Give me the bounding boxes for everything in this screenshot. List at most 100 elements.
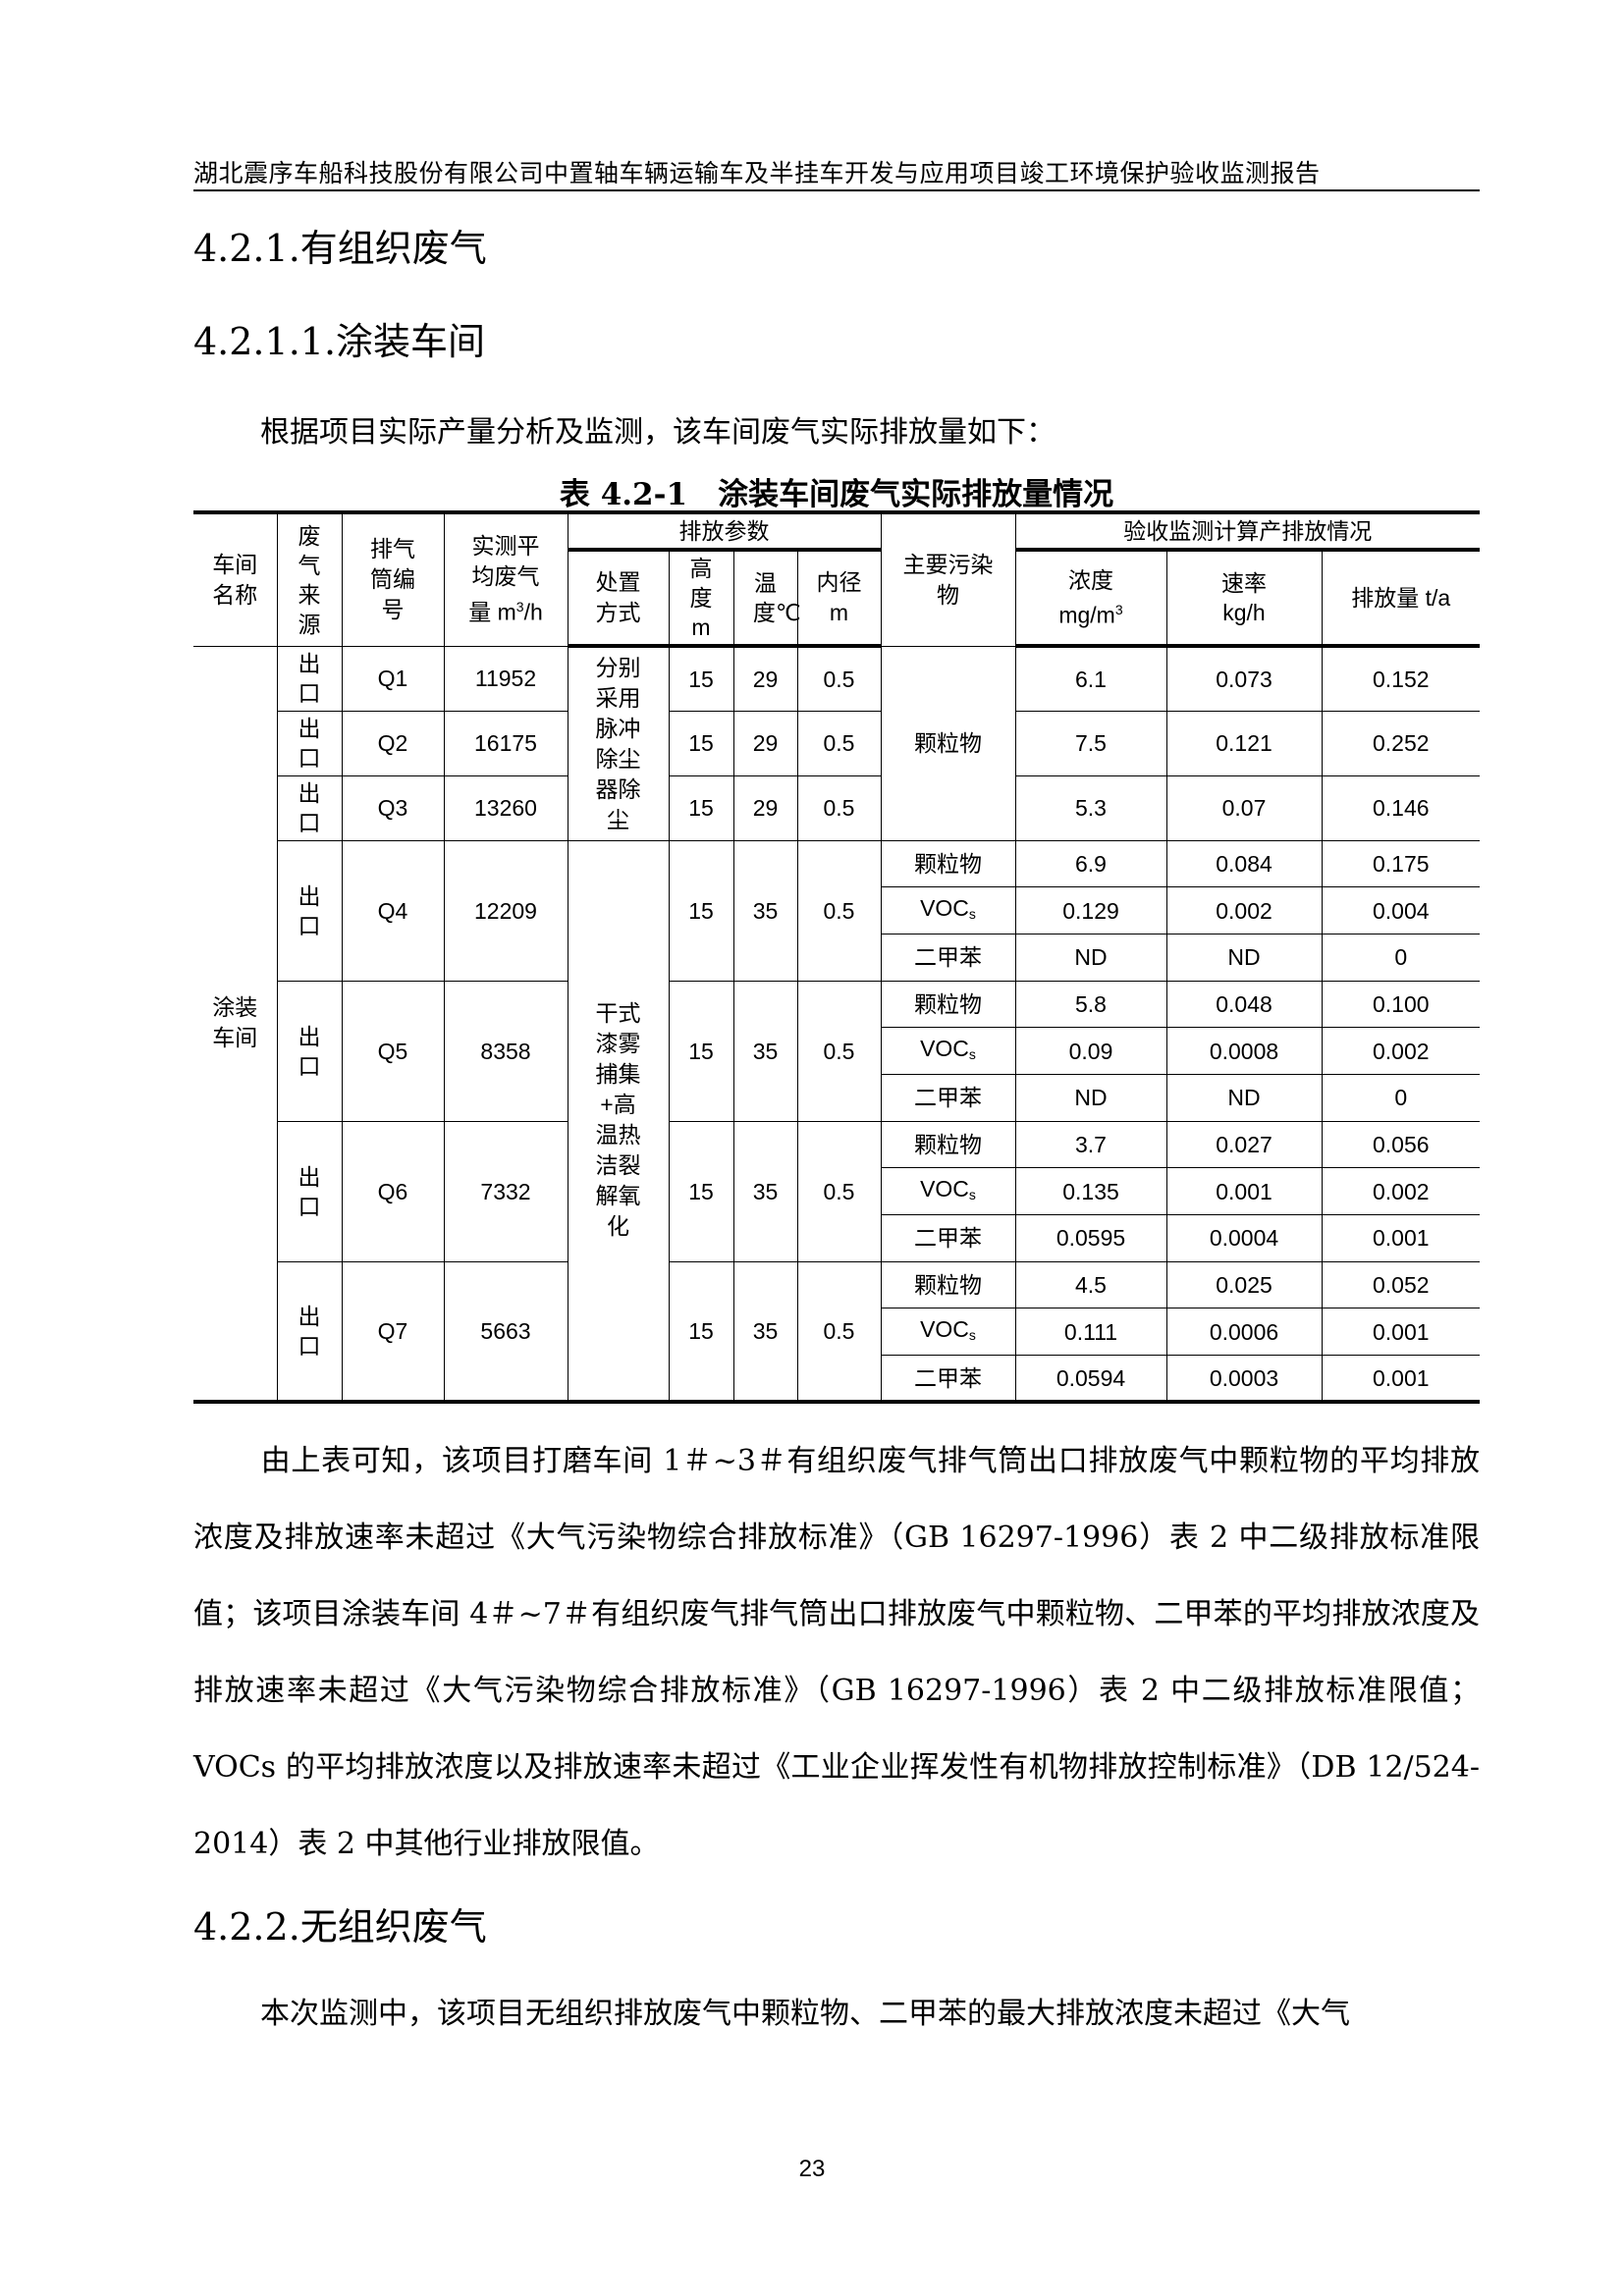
amount-cell: 0.056: [1321, 1120, 1480, 1169]
header-height: 高度m: [668, 549, 734, 648]
pollutant-cell: VOCs: [881, 1167, 1016, 1215]
height-cell: 15: [668, 980, 734, 1122]
amount-cell: 0.002: [1321, 1027, 1480, 1075]
pollutant-cell: VOCs: [881, 1027, 1016, 1075]
emission-table: 车间名称 废气来源 排气筒编号 实测平均废气量 m3/h 排放参数 主要污染物 …: [193, 510, 1480, 1405]
conc-cell: ND: [1014, 933, 1167, 982]
amount-cell: 0.146: [1321, 774, 1480, 841]
diameter-cell: 0.5: [796, 839, 882, 982]
header-workshop: 车间名称: [193, 510, 278, 647]
diameter-cell: 0.5: [796, 1120, 882, 1262]
pollutant-cell: VOCs: [881, 886, 1016, 934]
amount-cell: 0.252: [1321, 710, 1480, 776]
stack-cell: Q3: [341, 774, 445, 841]
conc-cell: 0.0595: [1014, 1214, 1167, 1262]
subsection-heading: 4.2.1.1.涂装车间: [193, 320, 486, 363]
amount-cell: 0: [1321, 1073, 1480, 1122]
table-row: 二甲苯 ND ND 0: [193, 1073, 1480, 1122]
source-cell: 出口: [277, 774, 343, 841]
stack-cell: Q5: [341, 980, 445, 1122]
conclusion-text: 由上表可知，该项目打磨车间 1＃~3＃有组织废气排气筒出口排放废气中颗粒物的平均…: [193, 1444, 1480, 1861]
rate-cell: ND: [1165, 933, 1323, 982]
amount-cell: 0.100: [1321, 980, 1480, 1029]
pollutant-cell: VOCs: [881, 1308, 1016, 1357]
header-conc: 浓度 mg/m3: [1014, 549, 1167, 648]
workshop-cell: 涂装车间: [193, 645, 278, 1405]
header-treatment: 处置方式: [568, 549, 670, 648]
amount-cell: 0.001: [1321, 1214, 1480, 1262]
conclusion-paragraph: 由上表可知，该项目打磨车间 1＃~3＃有组织废气排气筒出口排放废气中颗粒物的平均…: [193, 1423, 1480, 1883]
running-header: 湖北震序车船科技股份有限公司中置轴车辆运输车及半挂车开发与应用项目竣工环境保护验…: [193, 159, 1321, 187]
temp-cell: 35: [732, 1120, 798, 1262]
header-amount: 排放量 t/a: [1321, 549, 1480, 648]
rate-cell: 0.0004: [1165, 1214, 1323, 1262]
pollutant-cell: 颗粒物: [880, 839, 1016, 888]
intro-paragraph: 根据项目实际产量分析及监测，该车间废气实际排放量如下：: [193, 395, 1480, 471]
header-rule: [193, 189, 1480, 191]
flow-cell: 5663: [443, 1260, 568, 1405]
pollutant-cell: 颗粒物: [880, 645, 1016, 841]
table-row: 出口 Q7 5663 15 35 0.5 颗粒物 4.5 0.025 0.052: [193, 1260, 1480, 1405]
pollutant-cell: 颗粒物: [880, 1120, 1016, 1169]
pollutant-cell: 二甲苯: [881, 933, 1016, 982]
rate-cell: 0.0003: [1165, 1355, 1323, 1405]
header-flow: 实测平均废气量 m3/h: [443, 510, 568, 647]
amount-cell: 0.002: [1321, 1167, 1480, 1215]
conc-cell: ND: [1014, 1073, 1167, 1122]
table-row: VOCs 0.135 0.001 0.002: [193, 1167, 1480, 1215]
amount-cell: 0.001: [1321, 1355, 1480, 1405]
temp-cell: 29: [732, 710, 798, 776]
rate-cell: 0.07: [1165, 774, 1323, 841]
table-row: VOCs 0.09 0.0008 0.002: [193, 1027, 1480, 1075]
intro-text: 根据项目实际产量分析及监测，该车间废气实际排放量如下：: [260, 415, 1056, 450]
temp-cell: 29: [732, 774, 798, 841]
conc-cell: 3.7: [1014, 1120, 1167, 1169]
conc-cell: 7.5: [1014, 710, 1167, 776]
rate-cell: 0.048: [1165, 980, 1323, 1029]
fugitive-paragraph: 本次监测中，该项目无组织排放废气中颗粒物、二甲苯的最大排放浓度未超过《大气: [193, 1976, 1480, 2053]
pollutant-cell: 颗粒物: [880, 980, 1016, 1029]
table-row: 二甲苯 0.0595 0.0004 0.001: [193, 1214, 1480, 1262]
stack-cell: Q4: [341, 839, 445, 982]
pollutant-cell: 颗粒物: [880, 1260, 1016, 1309]
stack-cell: Q6: [341, 1120, 445, 1262]
diameter-cell: 0.5: [796, 1260, 882, 1405]
source-cell: 出口: [277, 980, 343, 1122]
source-cell: 出口: [277, 1260, 343, 1405]
table-row: 出口 Q6 7332 15 35 0.5 颗粒物 3.7 0.027 0.056: [193, 1120, 1480, 1262]
flow-cell: 11952: [443, 645, 568, 712]
table-row: VOCs 0.111 0.0006 0.001: [193, 1308, 1480, 1357]
table-row: 出口 Q5 8358 15 35 0.5 颗粒物 5.8 0.048 0.100: [193, 980, 1480, 1122]
flow-cell: 13260: [443, 774, 568, 841]
section-heading-fugitive: 4.2.2.无组织废气: [193, 1905, 487, 1949]
conc-cell: 0.0594: [1014, 1355, 1167, 1405]
stack-cell: Q1: [341, 645, 445, 712]
table-row: 二甲苯 0.0594 0.0003 0.001: [193, 1355, 1480, 1405]
table-row: 二甲苯 ND ND 0: [193, 933, 1480, 982]
table-row: VOCs 0.129 0.002 0.004: [193, 886, 1480, 934]
diameter-cell: 0.5: [796, 710, 882, 776]
table-caption: 表 4.2-1 涂装车间废气实际排放量情况: [559, 477, 1114, 512]
height-cell: 15: [668, 774, 734, 841]
header-monitoring: 验收监测计算产排放情况: [1014, 510, 1480, 552]
height-cell: 15: [668, 645, 734, 712]
flow-cell: 8358: [443, 980, 568, 1122]
table-row: 出口 Q3 13260 15 29 0.5 5.3 0.07 0.146: [193, 774, 1480, 841]
height-cell: 15: [668, 839, 734, 982]
header-pollutant: 主要污染物: [880, 510, 1016, 647]
flow-cell: 7332: [443, 1120, 568, 1262]
conc-cell: 0.135: [1014, 1167, 1167, 1215]
flow-cell: 16175: [443, 710, 568, 776]
header-stack: 排气筒编号: [341, 510, 445, 647]
source-cell: 出口: [277, 1120, 343, 1262]
temp-cell: 35: [732, 839, 798, 982]
diameter-cell: 0.5: [796, 645, 882, 712]
source-cell: 出口: [277, 710, 343, 776]
stack-cell: Q2: [341, 710, 445, 776]
pollutant-cell: 二甲苯: [881, 1355, 1016, 1405]
header-rate: 速率 kg/h: [1165, 549, 1323, 648]
height-cell: 15: [668, 710, 734, 776]
treatment-cell: 干式漆雾捕集+高温热洁裂解氧化: [567, 839, 670, 1405]
rate-cell: 0.084: [1165, 839, 1323, 888]
table-row: 出口 Q4 12209 干式漆雾捕集+高温热洁裂解氧化 15 35 0.5 颗粒物 6.9 0.0…: [193, 839, 1480, 1405]
